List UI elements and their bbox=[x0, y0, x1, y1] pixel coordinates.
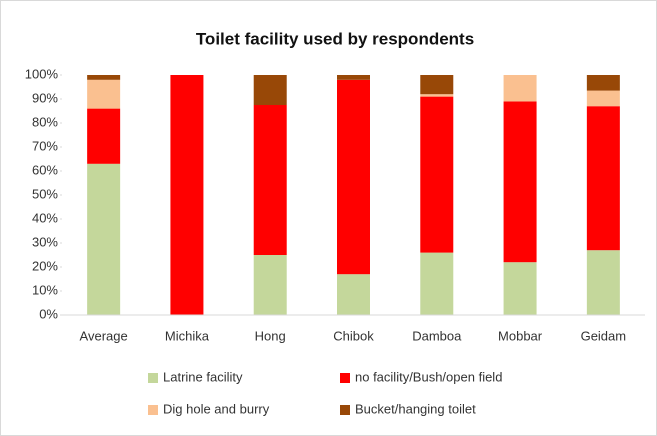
legend-swatch bbox=[148, 373, 158, 383]
bar-segment bbox=[503, 262, 537, 315]
legend-label: Dig hole and burry bbox=[163, 401, 270, 416]
y-tick-label: 10% bbox=[32, 282, 58, 297]
x-tick-label: Geidam bbox=[581, 328, 627, 343]
x-tick-label: Mobbar bbox=[498, 328, 543, 343]
bar-segment bbox=[586, 75, 620, 91]
bar-segment bbox=[87, 75, 121, 80]
bar-segment bbox=[586, 250, 620, 315]
legend-label: Bucket/hanging toilet bbox=[355, 401, 476, 416]
bar-segment bbox=[420, 75, 454, 95]
bar-segment bbox=[420, 252, 454, 315]
bar-segment bbox=[87, 163, 121, 315]
chart-title: Toilet facility used by respondents bbox=[196, 29, 474, 48]
y-tick-label: 40% bbox=[32, 210, 58, 225]
y-tick-label: 20% bbox=[32, 258, 58, 273]
legend-swatch bbox=[148, 405, 158, 415]
y-tick-label: 80% bbox=[32, 114, 58, 129]
bar-segment bbox=[253, 105, 287, 255]
legend-swatch bbox=[340, 373, 350, 383]
y-tick-label: 50% bbox=[32, 186, 58, 201]
x-tick-label: Average bbox=[80, 328, 128, 343]
legend-swatch bbox=[340, 405, 350, 415]
bar-segment bbox=[253, 255, 287, 315]
bar-segment bbox=[170, 75, 204, 315]
bar-segment bbox=[420, 96, 454, 253]
bar-segment bbox=[253, 75, 287, 105]
y-tick-label: 70% bbox=[32, 138, 58, 153]
x-tick-label: Hong bbox=[255, 328, 286, 343]
bar-segment bbox=[586, 106, 620, 251]
x-tick-label: Chibok bbox=[333, 328, 374, 343]
bar-segment bbox=[503, 75, 537, 102]
y-tick-label: 90% bbox=[32, 90, 58, 105]
bar-segment bbox=[503, 101, 537, 263]
bar-segment bbox=[420, 94, 454, 97]
x-tick-label: Damboa bbox=[412, 328, 462, 343]
legend-label: Latrine facility bbox=[163, 369, 243, 384]
bar-segment bbox=[586, 90, 620, 107]
y-tick-label: 100% bbox=[25, 66, 59, 81]
y-tick-label: 0% bbox=[39, 306, 58, 321]
bar-segment bbox=[337, 75, 370, 80]
bar-segment bbox=[337, 274, 370, 315]
x-tick-label: Michika bbox=[165, 328, 210, 343]
bar-segment bbox=[87, 79, 121, 109]
y-tick-label: 30% bbox=[32, 234, 58, 249]
legend-label: no facility/Bush/open field bbox=[355, 369, 502, 384]
bar-segment bbox=[337, 79, 370, 275]
y-tick-label: 60% bbox=[32, 162, 58, 177]
bar-segment bbox=[87, 108, 121, 164]
